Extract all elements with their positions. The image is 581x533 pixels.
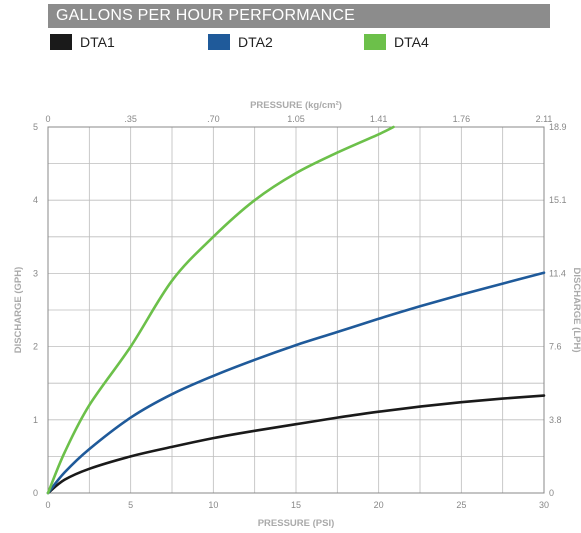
x-axis-title: PRESSURE (PSI) <box>258 518 335 529</box>
y-tick-label: 4 <box>33 195 38 205</box>
y-tick-label: 2 <box>33 342 38 352</box>
x2-axis-title: PRESSURE (kg/cm²) <box>250 100 342 111</box>
y-tick-label: 5 <box>33 122 38 132</box>
x2-tick-label: .35 <box>124 114 137 124</box>
x-tick-label: 20 <box>374 500 384 510</box>
legend-swatch-dta4 <box>364 34 386 50</box>
y2-axis-title: DISCHARGE (LPH) <box>571 268 581 353</box>
legend-swatch-dta2 <box>208 34 230 50</box>
legend-label-dta2: DTA2 <box>238 34 273 50</box>
y-tick-label: 1 <box>33 415 38 425</box>
x2-tick-label: 2.11 <box>536 114 553 124</box>
x-tick-label: 0 <box>45 500 50 510</box>
legend-item-dta1: DTA1 <box>50 34 115 50</box>
legend-label-dta1: DTA1 <box>80 34 115 50</box>
series-line-dta1 <box>46 394 546 495</box>
series-line-dta2 <box>46 271 546 495</box>
y2-tick-label: 0 <box>549 488 554 498</box>
series-group <box>46 125 546 495</box>
y-tick-label: 3 <box>33 268 38 278</box>
legend-label-dta4: DTA4 <box>394 34 429 50</box>
chart-title: GALLONS PER HOUR PERFORMANCE <box>56 7 355 24</box>
y2-tick-label: 15.1 <box>549 195 567 205</box>
x-tick-label: 25 <box>456 500 466 510</box>
y2-tick-label: 18.9 <box>549 122 567 132</box>
legend-item-dta4: DTA4 <box>364 34 429 50</box>
chart-grid <box>47 126 545 494</box>
x2-tick-label: 1.05 <box>287 114 305 124</box>
x2-tick-label: 0 <box>45 114 50 124</box>
x2-tick-label: 1.41 <box>370 114 388 124</box>
x2-tick-label: .70 <box>207 114 220 124</box>
legend: DTA1 DTA2 DTA4 <box>0 34 581 56</box>
y2-tick-label: 11.4 <box>549 268 566 278</box>
x-tick-label: 30 <box>539 500 549 510</box>
x-tick-label: 5 <box>128 500 133 510</box>
legend-swatch-dta1 <box>50 34 72 50</box>
y2-tick-label: 7.6 <box>549 342 562 352</box>
legend-item-dta2: DTA2 <box>208 34 273 50</box>
plot-frame <box>47 126 545 494</box>
y2-tick-label: 3.8 <box>549 415 562 425</box>
x-tick-label: 15 <box>291 500 301 510</box>
series-line-dta4 <box>46 125 395 495</box>
x2-tick-label: 1.76 <box>453 114 471 124</box>
chart-title-bar: GALLONS PER HOUR PERFORMANCE <box>48 4 550 28</box>
x-tick-label: 10 <box>208 500 218 510</box>
y-tick-label: 0 <box>33 488 38 498</box>
y-axis-title: DISCHARGE (GPH) <box>13 267 24 354</box>
